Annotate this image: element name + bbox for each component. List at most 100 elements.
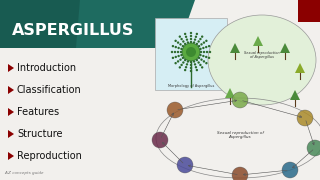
Circle shape <box>190 32 192 34</box>
Circle shape <box>193 60 195 63</box>
Polygon shape <box>253 36 263 46</box>
Circle shape <box>179 58 182 61</box>
Circle shape <box>196 59 198 61</box>
Text: Classification: Classification <box>17 85 82 95</box>
Polygon shape <box>8 108 14 116</box>
Polygon shape <box>230 43 240 53</box>
Circle shape <box>190 35 192 37</box>
Circle shape <box>198 57 200 59</box>
Circle shape <box>182 40 185 43</box>
Circle shape <box>196 69 198 71</box>
Circle shape <box>177 51 179 53</box>
Text: A Z concepts guide: A Z concepts guide <box>4 171 44 175</box>
Circle shape <box>179 35 181 38</box>
Circle shape <box>175 46 177 48</box>
Circle shape <box>182 45 184 47</box>
Circle shape <box>182 43 200 61</box>
Circle shape <box>205 40 208 42</box>
Circle shape <box>197 40 200 43</box>
Circle shape <box>307 140 320 156</box>
Circle shape <box>203 60 205 63</box>
Circle shape <box>194 63 196 66</box>
Circle shape <box>187 41 189 44</box>
Circle shape <box>190 64 192 66</box>
Circle shape <box>190 67 192 69</box>
Text: Features: Features <box>17 107 59 117</box>
Circle shape <box>152 132 168 148</box>
Circle shape <box>195 36 197 38</box>
Polygon shape <box>8 130 14 138</box>
Circle shape <box>209 51 211 53</box>
Polygon shape <box>280 43 290 53</box>
Circle shape <box>180 54 183 56</box>
Circle shape <box>190 38 192 40</box>
Circle shape <box>194 39 196 41</box>
Circle shape <box>208 45 210 47</box>
Circle shape <box>185 36 187 38</box>
Circle shape <box>199 48 202 50</box>
Circle shape <box>190 61 192 63</box>
Circle shape <box>200 51 202 53</box>
Circle shape <box>172 45 174 47</box>
Polygon shape <box>8 152 14 160</box>
Circle shape <box>282 162 298 178</box>
Polygon shape <box>0 0 195 48</box>
Circle shape <box>202 55 204 57</box>
Circle shape <box>180 48 183 50</box>
Circle shape <box>186 47 196 57</box>
Bar <box>155 18 227 90</box>
Circle shape <box>179 66 181 69</box>
Circle shape <box>190 41 192 43</box>
Circle shape <box>232 167 248 180</box>
Circle shape <box>200 43 203 46</box>
Circle shape <box>177 41 179 44</box>
Polygon shape <box>290 90 300 100</box>
Text: Introduction: Introduction <box>17 63 76 73</box>
Polygon shape <box>225 88 235 98</box>
Circle shape <box>182 57 184 59</box>
Circle shape <box>177 47 180 49</box>
Circle shape <box>203 41 205 44</box>
Circle shape <box>196 43 198 45</box>
Circle shape <box>179 43 182 46</box>
Circle shape <box>201 35 204 38</box>
Circle shape <box>199 38 202 40</box>
Circle shape <box>205 46 207 48</box>
Circle shape <box>182 61 185 64</box>
Circle shape <box>184 59 186 61</box>
Circle shape <box>203 51 205 53</box>
Circle shape <box>177 55 180 57</box>
Circle shape <box>199 64 202 66</box>
Circle shape <box>180 64 183 66</box>
Circle shape <box>184 69 186 71</box>
Circle shape <box>202 47 204 49</box>
Polygon shape <box>0 0 80 48</box>
Text: Structure: Structure <box>17 129 62 139</box>
Circle shape <box>232 92 248 108</box>
Circle shape <box>297 110 313 126</box>
Polygon shape <box>295 63 305 73</box>
Circle shape <box>171 51 173 53</box>
Circle shape <box>180 51 182 53</box>
Ellipse shape <box>208 15 316 105</box>
Polygon shape <box>8 86 14 94</box>
Circle shape <box>205 62 208 64</box>
Circle shape <box>197 61 200 64</box>
Circle shape <box>172 57 174 59</box>
Circle shape <box>206 51 208 53</box>
Bar <box>298 0 320 22</box>
Circle shape <box>184 43 186 45</box>
Circle shape <box>184 33 186 35</box>
Circle shape <box>177 60 179 63</box>
Circle shape <box>180 38 183 40</box>
Text: Morphology of Aspergillus: Morphology of Aspergillus <box>168 84 214 88</box>
Text: Sexual reproduction of
Aspergillus: Sexual reproduction of Aspergillus <box>217 131 263 139</box>
Text: Sexual reproduction
of Aspergillus: Sexual reproduction of Aspergillus <box>244 51 280 59</box>
Circle shape <box>186 63 188 66</box>
Circle shape <box>177 157 193 173</box>
Circle shape <box>193 41 195 44</box>
Circle shape <box>201 66 204 69</box>
Circle shape <box>186 39 188 41</box>
Polygon shape <box>8 64 14 72</box>
Circle shape <box>205 56 207 58</box>
